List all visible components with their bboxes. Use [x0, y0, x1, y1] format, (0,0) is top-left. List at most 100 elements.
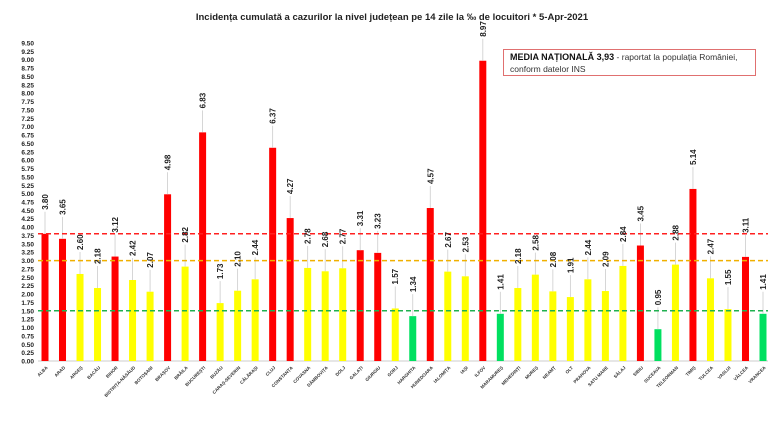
- y-tick-label: 3.50: [21, 241, 34, 248]
- value-label: 1.57: [391, 268, 400, 284]
- y-tick-label: 4.50: [21, 208, 34, 215]
- bar: [706, 278, 714, 361]
- bar: [479, 60, 487, 361]
- value-label: 2.58: [531, 235, 540, 251]
- value-label: 8.97: [479, 21, 488, 37]
- value-label: 2.82: [181, 226, 190, 242]
- value-label: 2.77: [339, 228, 348, 244]
- y-tick-label: 8.00: [21, 91, 34, 98]
- y-tick-label: 0.75: [21, 333, 34, 340]
- y-tick-label: 1.75: [21, 300, 34, 307]
- bar: [199, 132, 207, 361]
- bar: [146, 291, 154, 361]
- value-label: 1.41: [759, 274, 768, 290]
- value-label: 2.47: [706, 238, 715, 254]
- value-label: 2.60: [76, 234, 85, 250]
- value-label: 4.27: [286, 178, 295, 194]
- value-label: 1.73: [216, 263, 225, 279]
- category-label: SĂLAJ: [612, 364, 627, 379]
- y-tick-label: 2.00: [21, 292, 34, 299]
- y-tick-label: 7.75: [21, 99, 34, 106]
- value-label: 3.23: [374, 213, 383, 229]
- value-label: 1.41: [496, 274, 505, 290]
- bar: [741, 256, 749, 361]
- category-label: DOLJ: [334, 365, 346, 377]
- category-label: ARAD: [53, 365, 66, 378]
- category-label: BIHOR: [105, 365, 119, 379]
- y-tick-label: 2.25: [21, 283, 34, 290]
- bar: [286, 218, 294, 361]
- y-tick-label: 7.50: [21, 107, 34, 114]
- national-average-value: MEDIA NAȚIONALĂ 3,93: [510, 52, 615, 62]
- value-label: 3.80: [41, 194, 50, 210]
- value-label: 2.84: [619, 226, 628, 242]
- category-label: BUZĂU: [208, 364, 223, 379]
- category-label: BISTRIȚA-NĂSĂUD: [103, 364, 137, 398]
- y-tick-label: 8.50: [21, 74, 34, 81]
- y-tick-label: 0.25: [21, 350, 34, 357]
- y-tick-label: 5.50: [21, 174, 34, 181]
- category-label: BOTOȘANI: [134, 365, 155, 386]
- chart-title: Incidența cumulată a cazurilor la nivel …: [196, 12, 589, 23]
- bar: [724, 309, 732, 361]
- category-label: GORJ: [386, 365, 399, 378]
- bar: [374, 252, 382, 361]
- category-label: ARGEȘ: [69, 365, 85, 381]
- value-label: 2.53: [461, 236, 470, 252]
- bar: [41, 233, 49, 361]
- y-tick-label: 7.00: [21, 124, 34, 131]
- value-label: 3.12: [111, 216, 120, 232]
- value-label: 2.88: [671, 224, 680, 240]
- bar: [94, 288, 102, 361]
- category-label: IAȘI: [459, 365, 469, 375]
- category-label: VÂLCEA: [732, 364, 750, 382]
- category-label: TIMIȘ: [685, 365, 698, 378]
- y-tick-label: 9.25: [21, 49, 34, 56]
- y-tick-label: 4.00: [21, 225, 34, 232]
- bar: [321, 271, 329, 361]
- bar: [356, 250, 364, 361]
- category-label: GIURGIU: [364, 365, 381, 382]
- bar: [181, 266, 189, 361]
- bar: [304, 267, 312, 361]
- bar: [461, 276, 469, 361]
- bar: [59, 238, 67, 361]
- value-label: 3.31: [356, 210, 365, 226]
- value-label: 1.55: [724, 269, 733, 285]
- value-label: 2.09: [601, 251, 610, 267]
- category-label: CĂLĂRAȘI: [238, 364, 259, 385]
- value-label: 2.08: [549, 251, 558, 267]
- y-tick-label: 4.75: [21, 200, 34, 207]
- bar: [129, 279, 137, 361]
- bar: [164, 194, 172, 361]
- bar: [269, 147, 277, 361]
- category-label: BRAȘOV: [154, 365, 172, 383]
- value-label: 0.95: [654, 289, 663, 305]
- value-label: 2.67: [444, 232, 453, 248]
- y-tick-label: 3.75: [21, 233, 34, 240]
- y-tick-label: 6.00: [21, 158, 34, 165]
- bar: [636, 245, 644, 361]
- category-label: TULCEA: [698, 365, 715, 382]
- bar: [566, 297, 574, 361]
- value-label: 4.98: [164, 154, 173, 170]
- category-label: SIBIU: [632, 365, 644, 377]
- y-tick-label: 6.75: [21, 133, 34, 140]
- bar: [444, 271, 452, 361]
- category-label: NEAMȚ: [542, 365, 557, 380]
- category-label: GALAȚI: [349, 365, 364, 380]
- category-label: IALOMIȚA: [433, 365, 452, 384]
- value-label: 2.44: [584, 239, 593, 255]
- value-label: 1.34: [409, 276, 418, 292]
- category-label: VASLUI: [717, 365, 732, 380]
- y-tick-label: 1.25: [21, 317, 34, 324]
- bar: [654, 329, 662, 361]
- value-label: 2.44: [251, 239, 260, 255]
- y-tick-label: 9.50: [21, 41, 34, 48]
- bar: [339, 268, 347, 361]
- value-label: 2.78: [304, 228, 313, 244]
- category-label: VRANCEA: [747, 365, 767, 385]
- y-tick-label: 1.50: [21, 308, 34, 315]
- bar: [514, 288, 522, 361]
